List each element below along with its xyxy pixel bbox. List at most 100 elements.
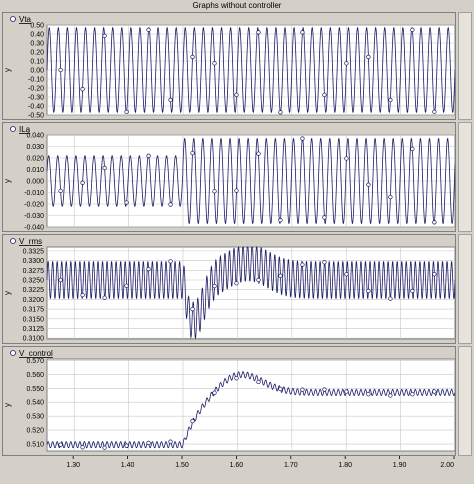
x-tick-label: 1.50 <box>175 462 189 469</box>
series-marker <box>366 392 371 397</box>
series-marker <box>102 33 107 38</box>
y-axis-label: y <box>3 179 12 183</box>
y-tick-label: 0.560 <box>26 372 44 379</box>
series-marker <box>366 54 371 60</box>
series-marker <box>344 272 349 277</box>
y-tick-label: 0.3300 <box>23 258 45 265</box>
vcontrol-series-line <box>46 371 455 449</box>
series-marker <box>146 440 151 446</box>
series-marker <box>168 202 173 207</box>
y-tick-label: 0.3125 <box>23 326 45 333</box>
series-marker <box>388 296 393 301</box>
y-tick-label: -0.010 <box>24 190 44 197</box>
series-marker <box>168 97 173 103</box>
y-tick-label: 0.20 <box>30 50 44 57</box>
series-marker <box>212 283 217 289</box>
legend-label: V_control <box>19 349 53 358</box>
y-tick-label: 0.3250 <box>23 277 45 284</box>
series-marker <box>278 386 283 392</box>
series-marker <box>410 146 415 151</box>
series-marker <box>234 92 239 98</box>
vta-chart-svg: 0.50 0.40 0.30 0.20 0.10 0.00 -0.10 -0.20 -0.30 -… <box>3 15 455 120</box>
series-marker <box>388 194 393 200</box>
series-marker <box>300 136 305 141</box>
series-marker <box>80 445 85 450</box>
y-axis-label: y <box>3 291 12 295</box>
series-marker <box>256 30 261 35</box>
series-marker <box>432 109 437 114</box>
series-marker <box>432 389 437 394</box>
plot-area <box>46 358 455 452</box>
legend-marker-icon <box>10 16 16 22</box>
series-marker <box>322 215 327 220</box>
series-marker <box>300 262 305 267</box>
y-tick-label: 0.3225 <box>23 287 45 294</box>
x-tick-label: 1.60 <box>230 462 244 469</box>
series-marker <box>344 61 349 66</box>
vcontrol-scrollbar[interactable] <box>458 346 472 456</box>
y-tick-label: -0.50 <box>28 113 44 120</box>
series-marker <box>322 260 327 265</box>
series-marker <box>322 92 327 98</box>
legend-label: Vta <box>19 15 32 24</box>
y-tick-label: -0.20 <box>28 86 44 93</box>
x-tick-label: 2.00 <box>440 462 454 469</box>
series-marker <box>234 281 239 286</box>
series-marker <box>190 150 195 156</box>
vcontrol-chart-svg: 0.570 0.560 0.550 0.540 0.530 0.520 0.510 y V_co… <box>3 349 455 452</box>
series-marker <box>102 165 107 171</box>
series-marker <box>432 220 437 225</box>
legend-marker-icon <box>10 238 16 244</box>
y-tick-label: 0.540 <box>26 400 44 407</box>
series-marker <box>190 418 195 424</box>
series-marker <box>278 110 283 115</box>
y-tick-label: 0.030 <box>26 144 44 151</box>
series-marker <box>124 443 129 448</box>
series-marker <box>256 151 261 156</box>
y-tick-label: 0.040 <box>26 133 44 140</box>
y-tick-label: -0.40 <box>28 104 44 111</box>
x-axis: 1.30 1.40 1.50 1.60 1.70 1.80 1.90 2.00 <box>66 456 455 469</box>
y-tick-label: 0.020 <box>26 156 44 163</box>
series-marker <box>432 272 437 277</box>
series-marker <box>80 87 85 92</box>
y-tick-label: 0.520 <box>26 428 44 435</box>
series-marker <box>344 156 349 161</box>
y-tick-label: 0.10 <box>30 59 44 66</box>
series-marker <box>102 445 107 450</box>
y-tick-label: 0.3150 <box>23 316 45 323</box>
ila-chart-panel: 0.040 0.030 0.020 0.010 0.000 -0.010 -0.020 -0.… <box>2 122 456 232</box>
y-tick-label: 0.3325 <box>23 248 45 255</box>
y-tick-label: 0.30 <box>30 41 44 48</box>
y-tick-label: 0.010 <box>26 167 44 174</box>
y-tick-label: -0.040 <box>24 225 44 232</box>
ila-scrollbar[interactable] <box>458 122 472 232</box>
x-tick-label: 1.30 <box>66 462 80 469</box>
series-marker <box>234 376 239 381</box>
series-marker <box>146 153 151 158</box>
series-marker <box>124 109 129 114</box>
y-tick-label: -0.30 <box>28 95 44 102</box>
y-tick-label: 0.00 <box>30 68 44 75</box>
y-tick-label: 0.530 <box>26 414 44 421</box>
series-marker <box>410 27 415 32</box>
y-axis-label: y <box>3 68 12 72</box>
y-axis-label: y <box>3 403 12 407</box>
series-marker <box>410 288 415 294</box>
series-marker <box>80 180 85 185</box>
series-marker <box>168 439 173 444</box>
y-tick-label: 0.40 <box>30 32 44 39</box>
vta-scrollbar[interactable] <box>458 12 472 120</box>
legend-label: ILa <box>19 125 31 134</box>
series-marker <box>388 393 393 398</box>
series-marker <box>322 387 327 392</box>
y-tick-label: -0.10 <box>28 77 44 84</box>
series-marker <box>80 292 85 298</box>
series-marker <box>278 273 283 278</box>
vrms-scrollbar[interactable] <box>458 234 472 344</box>
series-marker <box>190 306 195 312</box>
legend-marker-icon <box>10 126 16 132</box>
series-marker <box>212 189 217 194</box>
x-tick-label: 1.80 <box>338 462 352 469</box>
ila-series-line <box>46 138 455 224</box>
